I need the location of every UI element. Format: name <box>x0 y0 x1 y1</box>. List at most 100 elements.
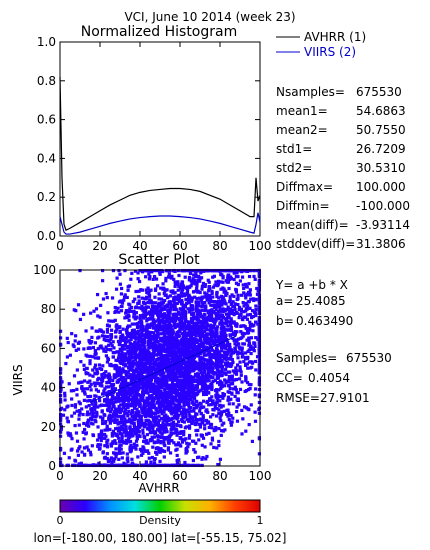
scatter-point <box>119 357 123 361</box>
scatter-point <box>96 444 100 448</box>
scatter-point <box>185 301 189 306</box>
scatter-point <box>102 391 106 395</box>
scatter-point <box>244 307 249 311</box>
scatter-point <box>193 351 198 356</box>
scatter-point <box>170 354 174 359</box>
scatter-point <box>96 405 100 409</box>
scatter-point <box>117 440 122 444</box>
scatter-point <box>194 388 198 392</box>
scatter-point <box>144 382 148 386</box>
scatter-point <box>239 307 243 311</box>
scatter-point <box>236 398 240 403</box>
scatter-point <box>183 324 188 328</box>
scatter-point <box>153 384 157 388</box>
scatter-point <box>139 335 143 340</box>
scatter-point <box>122 347 127 351</box>
scatter-point <box>118 347 122 351</box>
scatter-point <box>88 373 92 377</box>
scatter-point <box>141 329 145 333</box>
scatter-point <box>171 289 175 293</box>
scatter-point <box>197 455 201 459</box>
scatter-point <box>137 301 141 306</box>
stat-label: std1= <box>276 142 312 156</box>
scatter-point <box>214 354 219 358</box>
scatter-point <box>220 384 224 389</box>
scatter-point <box>75 368 79 372</box>
scatter-point <box>220 355 225 359</box>
scatter-point <box>107 343 111 347</box>
scatter-point <box>257 328 261 333</box>
scatter-point <box>89 463 93 468</box>
scatter-point <box>152 341 156 346</box>
scatter-point <box>201 269 206 273</box>
scatter-point <box>100 418 105 422</box>
scatter-point <box>228 364 232 368</box>
scatter-point <box>193 379 197 383</box>
scatter-point <box>162 314 166 318</box>
scatter-point <box>247 382 251 387</box>
scatter-point <box>118 432 122 436</box>
scatter-point <box>200 308 204 312</box>
scatter-point <box>113 363 118 368</box>
scatter-point <box>151 319 155 324</box>
scatter-point <box>211 299 216 304</box>
scatter-point <box>104 349 108 354</box>
scatter-point <box>257 452 261 456</box>
scatter-point <box>104 370 108 374</box>
scatter-point <box>177 330 181 334</box>
scatter-point <box>126 414 130 418</box>
scatter-point <box>138 333 142 338</box>
scatter-point <box>171 388 175 392</box>
scatter-point <box>128 429 133 433</box>
scatter-point <box>96 329 100 333</box>
scatter-point <box>130 342 135 347</box>
scatter-point <box>209 357 213 361</box>
scatter-point <box>142 364 147 368</box>
scatter-point <box>219 340 223 344</box>
scatter-point <box>212 445 216 450</box>
scatter-point <box>166 439 170 443</box>
scatter-point <box>159 379 163 384</box>
scatter-point <box>149 299 153 303</box>
scatter-point <box>166 354 170 358</box>
scatter-point <box>187 424 192 428</box>
scatter-point <box>153 295 157 299</box>
scatter-point <box>143 335 147 340</box>
scatter-point <box>184 268 189 273</box>
scatter-point <box>244 326 248 331</box>
scatter-point <box>196 279 200 283</box>
scatter-point <box>158 382 163 386</box>
scatter-point <box>129 277 133 281</box>
scatter-point <box>148 301 152 305</box>
scatter-point <box>171 328 175 332</box>
scatter-point <box>83 392 87 396</box>
hist-xtick-label: 40 <box>132 239 147 253</box>
scatter-point <box>80 407 84 411</box>
scatter-point <box>146 441 150 445</box>
scatter-point <box>209 331 213 335</box>
scatter-point <box>115 323 119 327</box>
scatter-point <box>210 308 214 312</box>
scatter-point <box>225 343 229 347</box>
scatter-point <box>136 374 141 378</box>
scatter-point <box>96 425 100 429</box>
scatter-point <box>123 421 127 425</box>
scatter-point <box>226 305 230 309</box>
scatter-point <box>69 434 73 438</box>
scatter-point <box>236 337 241 341</box>
scatter-point <box>178 354 182 359</box>
scatter-point <box>194 463 198 468</box>
scatter-point <box>108 463 112 468</box>
scatter-point <box>206 375 210 380</box>
scatter-point <box>205 336 209 340</box>
scatter-point <box>93 463 97 468</box>
scatter-point <box>203 313 207 317</box>
stat-label: Diffmin= <box>276 199 330 213</box>
scatter-point <box>204 320 208 325</box>
scatter-point <box>254 304 258 308</box>
scatter-point <box>90 335 94 340</box>
scatter-point <box>124 392 128 397</box>
scatter-point <box>106 335 110 339</box>
scatter-point <box>152 336 156 340</box>
scatter-point <box>219 419 223 423</box>
